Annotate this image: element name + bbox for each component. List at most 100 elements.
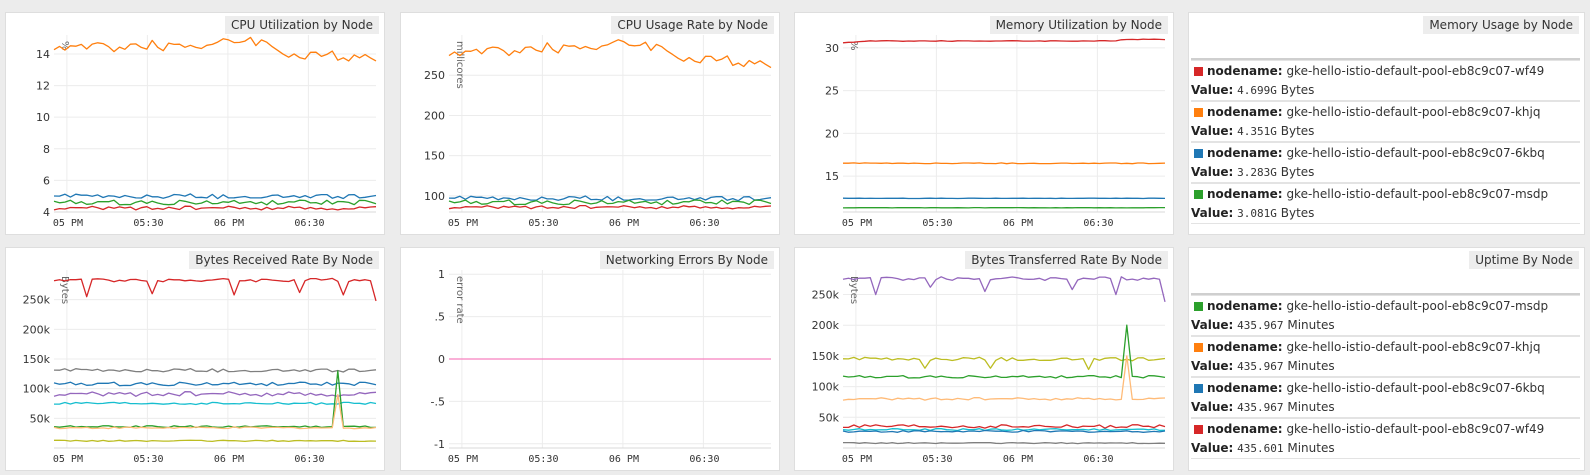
panel-bytes-received: Bytes Received Rate By Node 05 PM 05:30 06… <box>5 247 385 471</box>
series-swatch <box>1194 108 1203 117</box>
series-line-gray[interactable] <box>843 441 1166 445</box>
series-line-green[interactable] <box>53 199 377 206</box>
value-label: Value: <box>1191 124 1234 138</box>
legend-key-row: nodename: gke-hello-istio-default-pool-e… <box>1191 377 1580 397</box>
x-tick-label: 05 PM <box>842 218 872 229</box>
panel-title[interactable]: Networking Errors By Node <box>599 251 774 269</box>
series-line-red[interactable] <box>53 277 377 302</box>
series-line-orange[interactable] <box>53 36 377 62</box>
y-tick-label: 250k <box>23 294 51 307</box>
key-label: nodename: <box>1207 340 1283 354</box>
x-tick-label: 05:30 <box>528 454 558 465</box>
divider <box>1191 293 1580 295</box>
panel-title[interactable]: CPU Usage Rate by Node <box>611 16 774 34</box>
value-label: Value: <box>1191 441 1234 455</box>
series-line-red[interactable] <box>53 205 377 211</box>
y-tick-label: -.5 <box>431 395 445 408</box>
x-tick-label: 06:30 <box>1083 454 1113 465</box>
node-name: gke-hello-istio-default-pool-eb8c9c07-ms… <box>1286 299 1549 313</box>
series-line-green[interactable] <box>448 199 772 206</box>
y-axis-label: Bytes <box>59 276 70 304</box>
series-line-gray[interactable] <box>53 367 377 373</box>
x-tick-label: 05 PM <box>448 454 478 465</box>
series-swatch <box>1194 67 1203 76</box>
legend-value-row: Value: 4.699G Bytes <box>1191 80 1580 101</box>
series-line-blue[interactable] <box>842 429 1166 433</box>
series-line-red[interactable] <box>842 38 1166 44</box>
series-line-peach[interactable] <box>53 393 377 430</box>
y-tick-label: 200 <box>424 109 445 122</box>
series-line-blue[interactable] <box>53 193 377 200</box>
y-axis-label: % <box>59 41 70 51</box>
node-name: gke-hello-istio-default-pool-eb8c9c07-6k… <box>1286 381 1545 395</box>
metric-value: 4.351G <box>1237 125 1277 138</box>
y-tick-label: 50k <box>30 412 51 425</box>
metric-unit: Minutes <box>1287 359 1335 373</box>
y-tick-label: 50k <box>819 411 840 424</box>
panel-title[interactable]: Memory Usage by Node <box>1423 16 1579 34</box>
metric-value: 3.283G <box>1237 166 1277 179</box>
x-tick-label: 05 PM <box>842 454 872 465</box>
legend-key-row: nodename: gke-hello-istio-default-pool-e… <box>1191 101 1580 121</box>
chart-bytes-transferred[interactable]: 05 PM 05:30 06 PM 06:30250k200k150k100k50kB… <box>795 248 1175 472</box>
series-line-olive[interactable] <box>842 356 1166 371</box>
y-tick-label: 14 <box>36 48 50 61</box>
metric-value: 3.081G <box>1237 207 1277 220</box>
y-tick-label: 30 <box>825 42 839 55</box>
series-line-green[interactable] <box>842 324 1166 379</box>
panel-title[interactable]: Bytes Received Rate By Node <box>189 251 379 269</box>
uptime-rows: nodename: gke-hello-istio-default-pool-e… <box>1191 295 1580 459</box>
value-label: Value: <box>1191 359 1234 373</box>
panel-title[interactable]: Bytes Transferred Rate By Node <box>965 251 1168 269</box>
chart-networking-errors[interactable]: 05 PM 05:30 06 PM 06:30 1 .5 0 -.5 -1 error rate <box>401 248 781 472</box>
series-line-blue[interactable] <box>448 195 772 202</box>
node-name: gke-hello-istio-default-pool-eb8c9c07-kh… <box>1286 105 1541 119</box>
series-line-green[interactable] <box>53 370 376 429</box>
metric-value: 435.967 <box>1237 319 1284 332</box>
y-tick-label: 100 <box>424 190 445 203</box>
series-line-orange[interactable] <box>843 162 1166 165</box>
y-tick-label: 150k <box>812 350 840 363</box>
chart-cpu-utilization[interactable]: 05 PM 05:30 06 PM 06:30 14 12 10 8 6 4% <box>6 13 386 236</box>
series-line-blue[interactable] <box>53 381 377 387</box>
x-tick-label: 06 PM <box>609 454 639 465</box>
series-line-cyan[interactable] <box>54 401 377 406</box>
series-line-purple[interactable] <box>53 391 377 398</box>
series-swatch <box>1194 384 1203 393</box>
panel-memory-utilization: Memory Utilization by Node 05 PM 05:30 06 … <box>794 12 1174 235</box>
series-line-cyan[interactable] <box>842 428 1166 432</box>
series-line-purple[interactable] <box>842 276 1166 303</box>
panel-title[interactable]: Uptime By Node <box>1469 251 1579 269</box>
y-tick-label: 150k <box>23 353 51 366</box>
series-line-orange[interactable] <box>448 39 772 69</box>
uptime-legend: nodename: gke-hello-istio-default-pool-e… <box>1191 293 1580 459</box>
metric-unit: Minutes <box>1287 441 1335 455</box>
y-tick-label: 15 <box>825 170 839 183</box>
node-name: gke-hello-istio-default-pool-eb8c9c07-kh… <box>1286 340 1541 354</box>
series-swatch <box>1194 343 1203 352</box>
series-swatch <box>1194 425 1203 434</box>
y-tick-label: 250k <box>812 289 840 302</box>
series-line-olive[interactable] <box>54 439 377 443</box>
chart-bytes-received[interactable]: 05 PM 05:30 06 PM 06:30250k200k150k100k50kB… <box>6 248 386 472</box>
panel-title[interactable]: CPU Utilization by Node <box>224 16 379 34</box>
legend-key-row: nodename: gke-hello-istio-default-pool-e… <box>1191 142 1580 162</box>
y-tick-label: 10 <box>36 111 50 124</box>
x-tick-label: 05 PM <box>53 218 83 229</box>
y-tick-label: 0 <box>438 353 445 366</box>
x-tick-label: 06:30 <box>1083 218 1113 229</box>
panel-title[interactable]: Memory Utilization by Node <box>989 16 1168 34</box>
series-line-red[interactable] <box>843 424 1166 429</box>
series-line-red[interactable] <box>448 204 772 210</box>
chart-memory-utilization[interactable]: 05 PM 05:30 06 PM 06:30 30 25 20 15% <box>795 13 1175 236</box>
key-label: nodename: <box>1207 381 1283 395</box>
node-name: gke-hello-istio-default-pool-eb8c9c07-wf… <box>1286 422 1545 436</box>
metric-value: 435.601 <box>1237 442 1284 455</box>
x-tick-label: 06 PM <box>1003 454 1033 465</box>
y-tick-label: 200k <box>23 323 51 336</box>
panel-uptime: Uptime By Node nodename: gke-hello-istio… <box>1188 247 1585 471</box>
chart-cpu-usage-rate[interactable]: 05 PM 05:30 06 PM 06:30 250 200 150 100 millicor… <box>401 13 781 236</box>
metric-unit: Minutes <box>1287 318 1335 332</box>
series-line-peach[interactable] <box>842 355 1166 401</box>
panel-memory-usage: Memory Usage by Node nodename: gke-hello… <box>1188 12 1585 235</box>
